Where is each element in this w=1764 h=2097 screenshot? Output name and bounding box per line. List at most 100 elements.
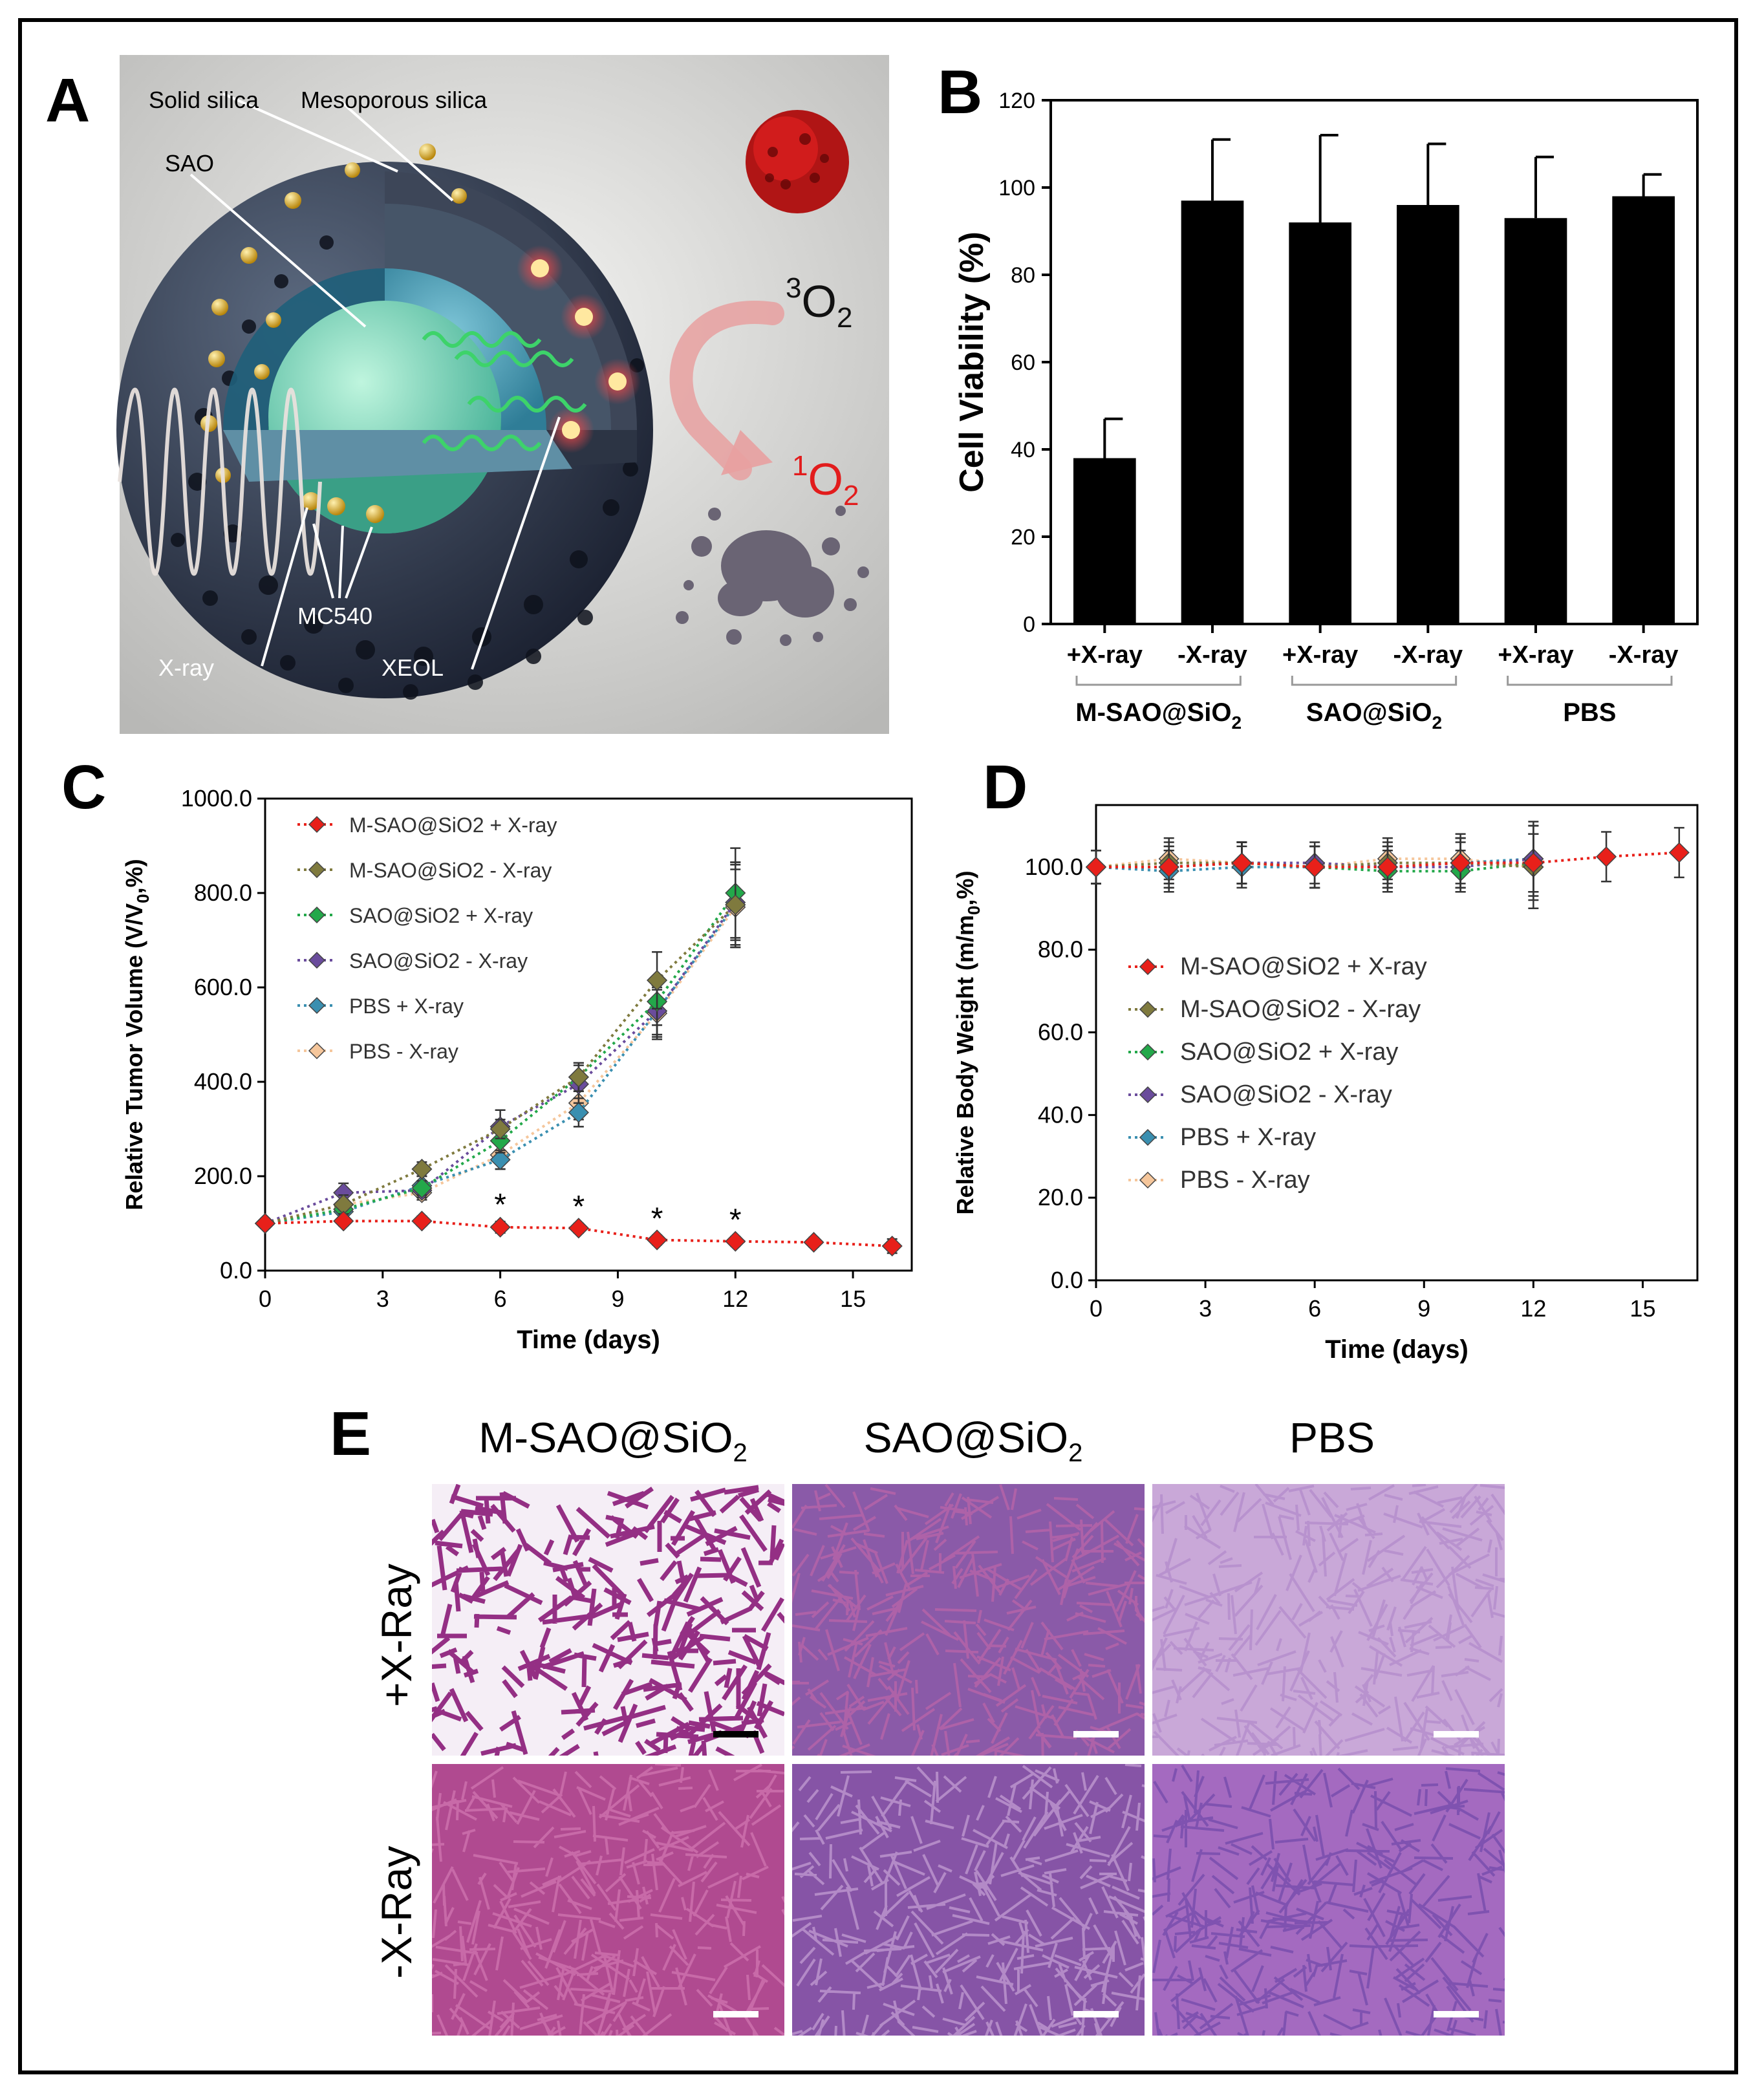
plot-frame xyxy=(1095,804,1699,1282)
data-point xyxy=(568,1066,589,1088)
legend-marker xyxy=(308,1042,326,1060)
plot-frame xyxy=(264,797,913,1272)
scale-bar xyxy=(1434,2011,1479,2017)
x-tick-label: 0 xyxy=(259,1285,272,1312)
y-axis-title: Cell Viability (%) xyxy=(953,231,991,493)
data-point xyxy=(1304,856,1326,877)
data-point xyxy=(725,894,746,916)
data-point xyxy=(646,1229,668,1251)
y-tick-label: 100.0 xyxy=(1025,854,1083,880)
data-point xyxy=(1085,856,1107,877)
group-bracket xyxy=(1507,676,1673,686)
data-point xyxy=(803,1232,824,1253)
data-point xyxy=(1596,846,1617,867)
triplet-oxygen-molecule xyxy=(746,110,849,213)
legend-label: PBS + X-ray xyxy=(349,995,464,1018)
data-point xyxy=(489,1118,511,1140)
y-tick-label: 40 xyxy=(1011,438,1035,462)
column-title-pbs: PBS xyxy=(1289,1414,1375,1461)
significance-star: * xyxy=(729,1203,742,1237)
x-tick-label: 12 xyxy=(722,1285,748,1312)
data-point xyxy=(411,1178,433,1199)
y-tick-label: 20 xyxy=(1011,525,1035,550)
plot-frame xyxy=(1049,99,1699,625)
legend-label: PBS - X-ray xyxy=(349,1040,458,1063)
x-tick-label: 15 xyxy=(840,1285,866,1312)
scale-bar xyxy=(713,2011,758,2017)
bar xyxy=(1504,218,1567,624)
column-title-m-sao: M-SAO@SiO2 xyxy=(479,1414,748,1468)
panel-a-illustration: Solid silica Mesoporous silica SAO MC540… xyxy=(116,55,889,734)
x-tick-label: 6 xyxy=(494,1285,507,1312)
legend-label: M-SAO@SiO2 + X-ray xyxy=(349,813,557,837)
column-title-sao: SAO@SiO2 xyxy=(863,1414,1083,1468)
chart-b-cell-viability: 0 20 40 60 80 100 120 Cell Viability (%) +X-ray -… xyxy=(953,89,1699,733)
x-tick-label: -X-ray xyxy=(1609,641,1679,669)
label-xeol: XEOL xyxy=(382,654,444,681)
histology-image xyxy=(432,1484,784,1756)
xray-wave xyxy=(118,387,322,576)
legend-marker xyxy=(308,996,326,1015)
data-point xyxy=(489,1149,511,1170)
x-tick-label: 12 xyxy=(1520,1295,1546,1322)
group-label: PBS xyxy=(1563,698,1616,727)
group-label: M-SAO@SiO2 xyxy=(1075,698,1242,733)
data-point xyxy=(568,1102,589,1123)
scale-bar xyxy=(1073,2011,1119,2017)
x-tick-label: 15 xyxy=(1630,1295,1655,1322)
tissue-texture xyxy=(432,1484,784,1756)
legend-marker xyxy=(1139,958,1157,976)
series-line xyxy=(264,1220,892,1248)
tissue-texture xyxy=(1152,1764,1505,2036)
row-label-minus-xray: -X-Ray xyxy=(372,1845,420,1979)
group-bracket xyxy=(1075,676,1242,686)
tissue-texture xyxy=(792,1484,1145,1756)
bar xyxy=(1073,458,1136,624)
data-point xyxy=(411,1210,433,1232)
data-point xyxy=(568,1218,589,1239)
row-label-plus-xray: +X-Ray xyxy=(372,1564,420,1707)
scale-bar xyxy=(1073,1731,1119,1737)
series-line xyxy=(264,892,737,1225)
legend-label: PBS + X-ray xyxy=(1180,1124,1316,1151)
x-tick-label: -X-ray xyxy=(1178,641,1247,669)
x-tick-label: 3 xyxy=(1199,1295,1212,1322)
label-solid-silica: Solid silica xyxy=(149,87,259,113)
y-tick-label: 1000.0 xyxy=(181,785,252,812)
y-axis-title: Relative Body Weight (m/m0,%) xyxy=(952,871,984,1215)
x-tick-label: 3 xyxy=(376,1285,389,1312)
scale-bar xyxy=(713,1731,758,1737)
bar xyxy=(1181,200,1244,624)
panel-a-letter: A xyxy=(45,66,91,135)
y-tick-label: 0.0 xyxy=(220,1257,252,1284)
histology-image xyxy=(792,1484,1145,1756)
y-tick-label: 800.0 xyxy=(194,879,252,906)
legend-label: M-SAO@SiO2 - X-ray xyxy=(1180,996,1421,1023)
chart-d-body-weight: 0.0 20.0 40.0 60.0 80.0 100.0 0 3 6 9 12 15 Time (da… xyxy=(952,804,1699,1364)
data-point xyxy=(1668,842,1690,863)
panel-b-letter: B xyxy=(938,58,983,127)
cell-debris xyxy=(676,506,869,646)
data-point xyxy=(489,1130,511,1152)
chart-c-tumor-volume: 0.0 200.0 400.0 600.0 800.0 1000.0 0 3 6 9 12 15 Tim… xyxy=(121,785,913,1354)
x-tick-label: 6 xyxy=(1308,1295,1321,1322)
tissue-texture xyxy=(792,1764,1145,2036)
y-tick-label: 0 xyxy=(1023,612,1035,637)
bar xyxy=(1289,222,1351,624)
histology-image xyxy=(1152,1484,1505,1756)
data-point xyxy=(646,969,668,991)
panel-e-letter: E xyxy=(330,1399,372,1468)
y-tick-label: 20.0 xyxy=(1038,1184,1083,1210)
panel-c-letter: C xyxy=(61,753,107,822)
x-tick-label: -X-ray xyxy=(1393,641,1463,669)
excited-beads xyxy=(517,245,641,453)
group-bracket xyxy=(1291,676,1457,686)
legend-marker xyxy=(1139,1128,1157,1146)
y-axis-title: Relative Tumor Volume (V/V0,%) xyxy=(121,859,153,1210)
group-label: SAO@SiO2 xyxy=(1306,698,1442,733)
data-point xyxy=(1231,852,1253,874)
legend-label: SAO@SiO2 + X-ray xyxy=(349,904,533,927)
label-mesoporous-silica: Mesoporous silica xyxy=(301,87,488,113)
annotation-arrows xyxy=(189,92,561,670)
y-tick-label: 100 xyxy=(998,176,1035,200)
